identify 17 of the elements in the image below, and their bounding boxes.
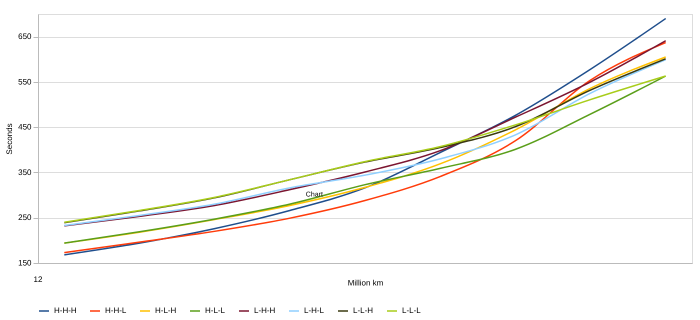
- x-axis-title: Million km: [348, 278, 384, 288]
- legend-label: L-L-H: [353, 306, 374, 315]
- legend-label: L-H-L: [304, 306, 325, 315]
- y-tick-label: 550: [18, 77, 32, 86]
- y-axis-title: Seconds: [5, 123, 14, 155]
- legend-label: H-H-H: [54, 306, 77, 315]
- y-tick-label: 450: [18, 122, 32, 132]
- y-tick-label: 150: [18, 258, 32, 268]
- legend-label: L-L-L: [402, 306, 422, 315]
- text: 12: [34, 275, 43, 284]
- legend-label: H-H-L: [105, 306, 127, 315]
- legend-label: H-L-H: [155, 306, 177, 315]
- y-tick-label: 350: [18, 168, 32, 177]
- y-tick-label: 250: [18, 213, 32, 222]
- y-tick-label: 650: [18, 32, 32, 42]
- legend-label: H-L-L: [205, 306, 226, 315]
- legend-label: L-H-H: [254, 306, 276, 315]
